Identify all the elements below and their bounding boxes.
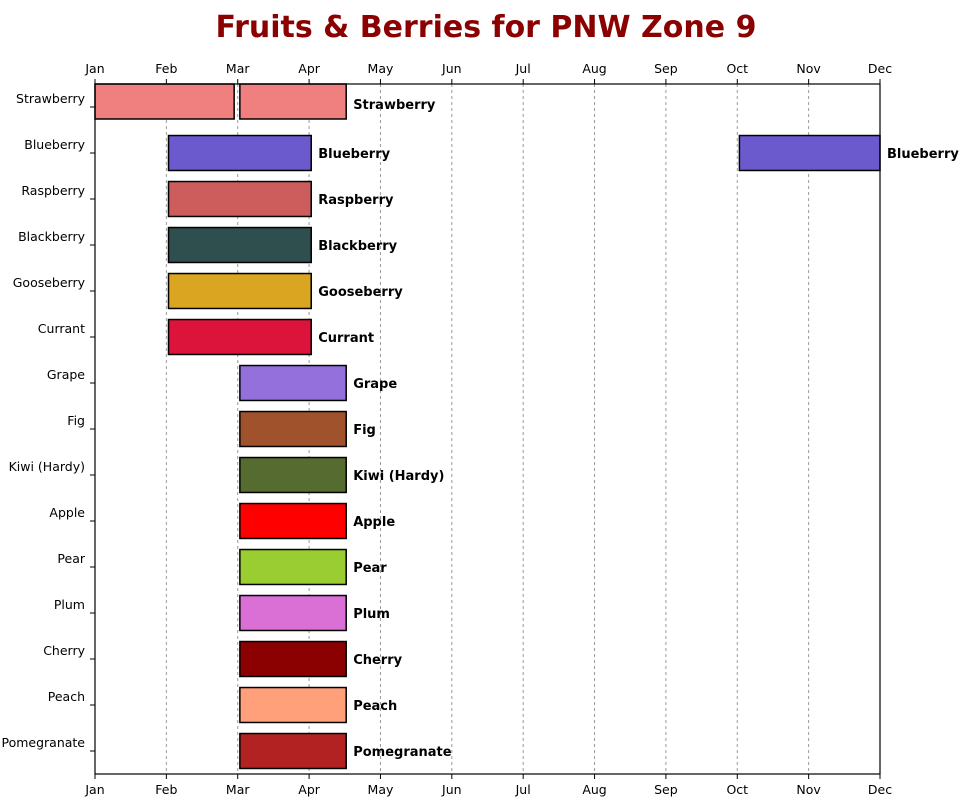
y-tick-label-pomegranate: Pomegranate: [1, 735, 85, 750]
y-tick-label-gooseberry: Gooseberry: [13, 275, 86, 290]
bar-label-raspberry-4: Raspberry: [318, 193, 394, 208]
x-tick-label-bottom-dec: Dec: [868, 782, 892, 797]
bar-pomegranate-16: [239, 732, 347, 770]
x-tick-label-top-nov: Nov: [796, 61, 821, 76]
bar-label-gooseberry-6: Gooseberry: [318, 285, 403, 300]
bar-strawberry-1: [239, 83, 347, 120]
x-tick-label-bottom-oct: Oct: [726, 782, 748, 797]
x-tick-label-bottom-feb: Feb: [155, 782, 177, 797]
y-tick-label-fig: Fig: [67, 413, 85, 428]
y-tick-label-blueberry: Blueberry: [24, 137, 85, 152]
bar-label-blueberry-2: Blueberry: [318, 147, 390, 162]
bar-label-plum-13: Plum: [353, 607, 390, 622]
bar-label-grape-8: Grape: [353, 377, 397, 392]
bar-label-apple-11: Apple: [353, 515, 395, 530]
bar-cherry-14: [239, 640, 347, 678]
x-tick-label-top-sep: Sep: [654, 61, 678, 76]
bar-label-peach-15: Peach: [353, 699, 397, 714]
bar-label-blackberry-5: Blackberry: [318, 239, 397, 254]
bar-strawberry-0: [94, 83, 235, 120]
bar-label-pear-12: Pear: [353, 561, 387, 576]
x-tick-label-bottom-may: May: [368, 782, 394, 797]
y-tick-label-currant: Currant: [38, 321, 85, 336]
bar-blueberry-2: [167, 134, 312, 172]
bar-raspberry-4: [167, 180, 312, 218]
y-tick-label-plum: Plum: [54, 597, 85, 612]
x-tick-label-bottom-nov: Nov: [796, 782, 821, 797]
y-tick-label-kiwi-hardy: Kiwi (Hardy): [9, 459, 85, 474]
bar-plum-13: [239, 594, 347, 632]
y-tick-label-blackberry: Blackberry: [18, 229, 86, 244]
bar-gooseberry-6: [167, 272, 312, 310]
y-tick-label-apple: Apple: [49, 505, 85, 520]
x-tick-label-top-apr: Apr: [298, 61, 320, 76]
x-tick-label-bottom-aug: Aug: [582, 782, 606, 797]
x-tick-label-bottom-sep: Sep: [654, 782, 678, 797]
bar-label-fig-9: Fig: [353, 423, 376, 438]
x-tick-label-top-aug: Aug: [582, 61, 606, 76]
x-tick-label-top-may: May: [368, 61, 394, 76]
x-tick-label-top-oct: Oct: [726, 61, 748, 76]
chart-title: Fruits & Berries for PNW Zone 9: [216, 10, 757, 45]
bar-label-currant-7: Currant: [318, 331, 374, 346]
bar-label-kiwi-hardy-10: Kiwi (Hardy): [353, 469, 444, 484]
bar-label-pomegranate-16: Pomegranate: [353, 745, 452, 760]
y-tick-label-grape: Grape: [47, 367, 85, 382]
bar-label-cherry-14: Cherry: [353, 653, 402, 668]
x-tick-label-top-jan: Jan: [84, 61, 104, 76]
x-tick-label-bottom-jan: Jan: [84, 782, 104, 797]
bar-pear-12: [239, 548, 347, 586]
bar-grape-8: [239, 364, 347, 402]
bar-label-blueberry-3: Blueberry: [887, 147, 959, 162]
axis-layer: Jan Jan Feb Feb Mar Mar Apr Apr May May Jun Jun Jul J…: [1, 61, 892, 797]
x-tick-label-top-feb: Feb: [155, 61, 177, 76]
bar-currant-7: [167, 318, 312, 356]
x-tick-label-top-jul: Jul: [515, 61, 531, 76]
y-tick-label-cherry: Cherry: [43, 643, 85, 658]
y-tick-label-raspberry: Raspberry: [21, 183, 85, 198]
x-tick-label-top-dec: Dec: [868, 61, 892, 76]
grid-layer: [165, 84, 810, 774]
y-tick-label-peach: Peach: [48, 689, 85, 704]
x-tick-label-top-jun: Jun: [441, 61, 462, 76]
bar-apple-11: [239, 502, 347, 540]
bar-blackberry-5: [167, 226, 312, 264]
bar-fig-9: [239, 410, 347, 448]
bar-peach-15: [239, 686, 347, 724]
bar-blueberry-3: [738, 134, 881, 172]
x-tick-label-bottom-jul: Jul: [515, 782, 531, 797]
y-tick-label-strawberry: Strawberry: [16, 91, 86, 106]
bar-kiwi-hardy-10: [239, 456, 347, 494]
x-tick-label-bottom-jun: Jun: [441, 782, 462, 797]
y-tick-label-pear: Pear: [57, 551, 85, 566]
x-tick-label-top-mar: Mar: [226, 61, 250, 76]
bar-layer: StrawberryStrawberryBlueberryBlueberryRa…: [94, 83, 959, 770]
x-tick-label-bottom-mar: Mar: [226, 782, 250, 797]
x-tick-label-bottom-apr: Apr: [298, 782, 320, 797]
bar-label-strawberry-1: Strawberry: [353, 98, 436, 113]
